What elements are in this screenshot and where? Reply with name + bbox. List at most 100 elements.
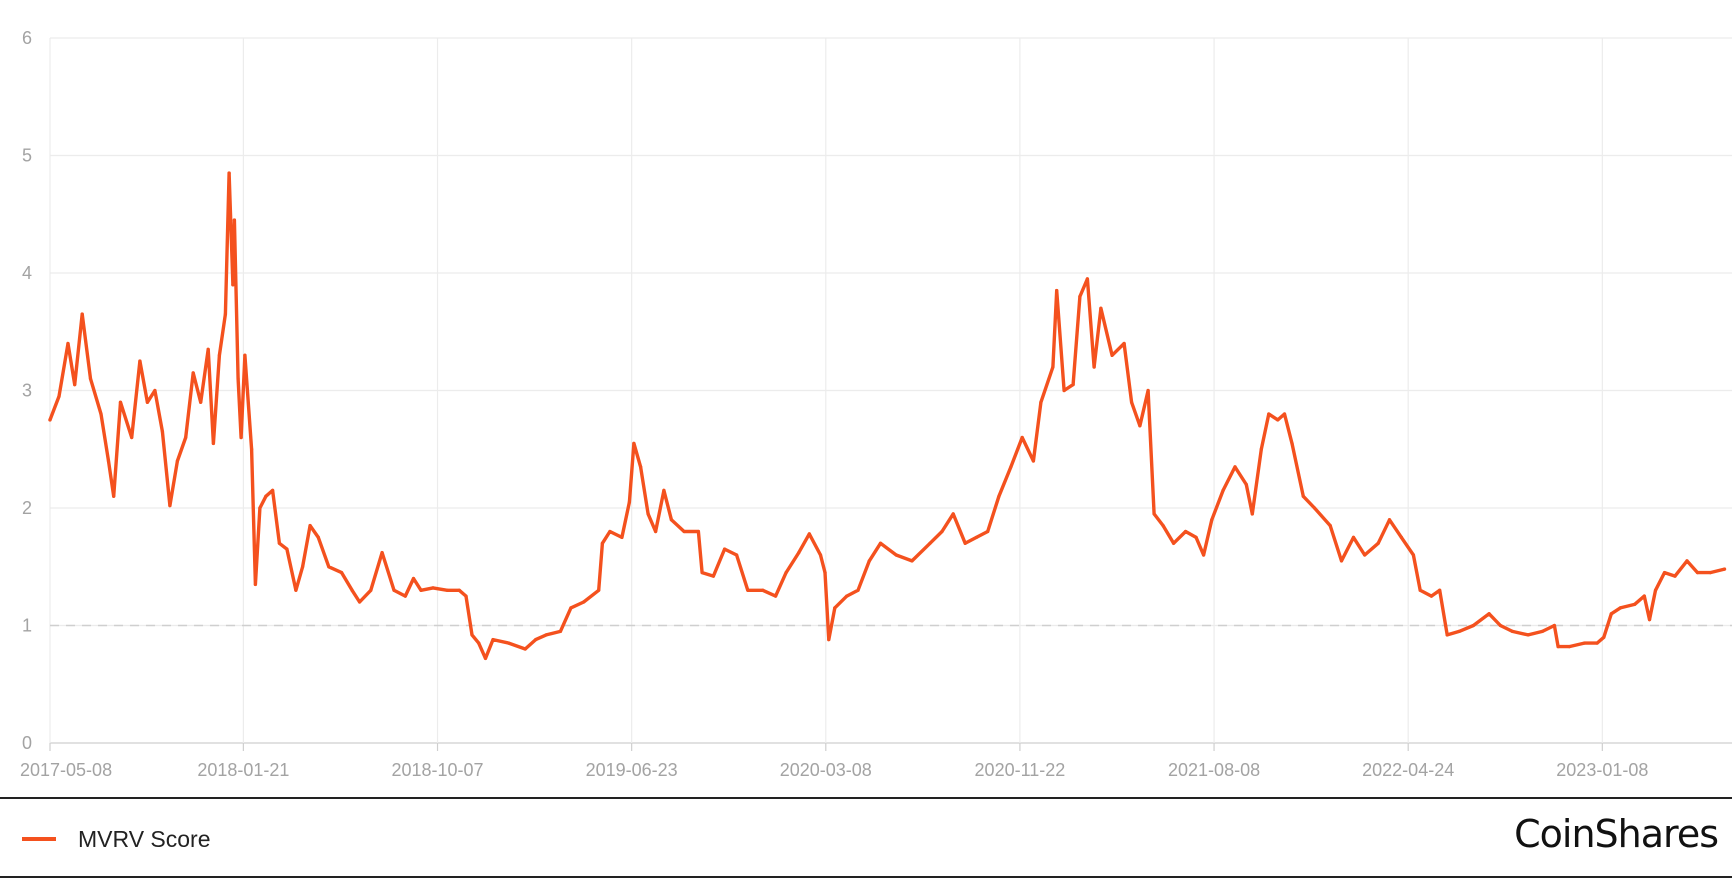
data-point — [66, 341, 70, 346]
data-point — [258, 506, 262, 510]
data-point — [1039, 400, 1043, 404]
data-point — [1602, 635, 1606, 639]
footer-bottom-rule — [0, 876, 1732, 878]
data-point — [350, 588, 354, 592]
data-point — [211, 441, 216, 445]
data-point — [1062, 388, 1066, 393]
x-tick-label: 2019-06-23 — [586, 760, 678, 780]
data-point — [696, 529, 700, 534]
data-point — [1171, 541, 1176, 545]
data-point — [507, 641, 511, 645]
data-point — [1092, 365, 1096, 369]
data-point — [746, 588, 750, 592]
data-point — [1399, 535, 1404, 539]
data-point — [1152, 512, 1156, 516]
y-tick-label: 6 — [22, 28, 32, 48]
data-point — [431, 586, 435, 590]
data-point — [308, 524, 312, 528]
data-point — [1567, 645, 1571, 649]
data-point — [483, 656, 488, 661]
data-point — [1471, 623, 1476, 628]
chart-grid — [49, 37, 1732, 751]
data-point — [986, 529, 990, 534]
data-point — [1194, 535, 1198, 539]
data-point — [1201, 553, 1206, 557]
data-point — [1457, 629, 1461, 633]
data-point — [558, 629, 563, 633]
data-point — [1487, 612, 1491, 616]
data-point — [457, 588, 461, 592]
data-point — [112, 494, 116, 498]
y-tick-label: 4 — [22, 263, 32, 283]
data-point — [951, 512, 955, 516]
data-point — [1363, 553, 1367, 557]
data-point — [1282, 412, 1287, 416]
data-point — [582, 600, 586, 604]
data-point — [669, 518, 673, 522]
data-point — [1618, 606, 1622, 610]
data-point — [88, 377, 93, 381]
data-point — [464, 594, 468, 598]
data-point — [357, 600, 362, 604]
data-point — [1290, 441, 1294, 445]
data-point — [1438, 588, 1442, 592]
data-point — [285, 547, 289, 551]
data-point — [1411, 553, 1416, 557]
data-point — [403, 594, 407, 598]
data-point — [1233, 465, 1237, 469]
data-point — [722, 547, 727, 551]
data-point — [569, 606, 573, 610]
data-point — [411, 576, 416, 581]
data-point — [600, 541, 605, 545]
data-point — [227, 171, 231, 175]
data-point — [867, 559, 871, 563]
data-point — [818, 553, 823, 557]
data-point — [191, 371, 195, 375]
data-point — [130, 435, 134, 440]
data-point — [271, 488, 275, 492]
data-point — [734, 553, 739, 557]
data-point — [250, 447, 254, 451]
x-tick-label: 2020-11-22 — [975, 760, 1066, 780]
data-point — [300, 565, 305, 569]
data-point — [392, 588, 396, 592]
data-point — [845, 594, 849, 598]
data-point — [1418, 588, 1422, 592]
data-point — [646, 512, 650, 516]
data-point — [534, 638, 538, 642]
chart-series — [48, 171, 1727, 661]
data-point — [1221, 488, 1225, 492]
data-point — [1259, 447, 1263, 451]
data-point — [1429, 594, 1434, 598]
data-point — [99, 412, 103, 416]
coinshares-logo: CoinShares — [1514, 812, 1719, 856]
data-point — [243, 353, 247, 357]
data-point — [632, 441, 636, 445]
data-point — [711, 574, 715, 578]
data-point — [1276, 418, 1280, 422]
data-point — [761, 588, 765, 592]
data-point — [544, 633, 548, 637]
data-point — [1110, 353, 1114, 357]
data-point — [639, 465, 643, 469]
data-point — [231, 283, 235, 287]
data-point — [662, 488, 666, 492]
data-point — [327, 565, 331, 569]
data-point — [1647, 618, 1652, 622]
y-tick-label: 3 — [22, 381, 32, 401]
data-point — [807, 532, 811, 536]
data-point — [145, 400, 150, 404]
y-axis-ticks: 0 1 2 3 4 5 6 — [22, 28, 32, 753]
data-point — [1498, 623, 1502, 628]
data-point — [1556, 645, 1560, 649]
data-point — [928, 541, 932, 545]
data-point — [253, 582, 257, 586]
data-point — [773, 594, 778, 598]
data-point — [856, 588, 860, 592]
data-point — [1632, 602, 1637, 606]
data-point — [700, 571, 704, 575]
data-point — [294, 588, 298, 592]
data-point — [477, 641, 481, 645]
x-tick-label: 2018-10-07 — [391, 760, 483, 780]
